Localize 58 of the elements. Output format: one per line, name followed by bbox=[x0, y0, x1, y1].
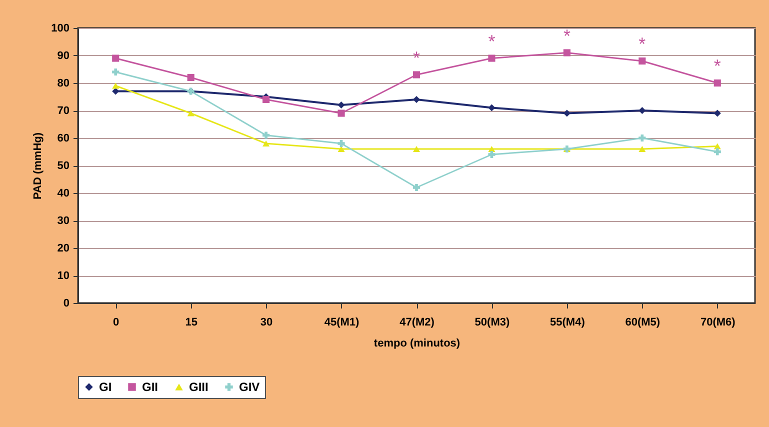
point bbox=[338, 101, 345, 109]
x-tick-label: 50(M3) bbox=[474, 316, 510, 328]
y-tick-label: 0 bbox=[63, 298, 70, 310]
x-tick-label: 30 bbox=[260, 316, 273, 328]
x-tick-label: 47(M2) bbox=[400, 316, 435, 328]
point bbox=[112, 82, 120, 89]
legend-label: GIV bbox=[239, 380, 260, 394]
point bbox=[563, 110, 570, 117]
point bbox=[714, 148, 721, 156]
y-tick-label: 80 bbox=[57, 78, 70, 90]
point bbox=[563, 49, 570, 56]
legend-label: GIII bbox=[189, 380, 208, 394]
point bbox=[488, 54, 496, 62]
point bbox=[338, 110, 345, 117]
y-tick-label: 50 bbox=[57, 160, 70, 172]
legend-label: GII bbox=[142, 380, 158, 394]
point bbox=[488, 150, 496, 158]
point bbox=[412, 184, 420, 192]
point bbox=[187, 110, 194, 116]
x-tick-label: 60(M5) bbox=[625, 316, 660, 328]
point bbox=[187, 74, 194, 82]
y-tick-label: 100 bbox=[51, 22, 70, 34]
annotation: * bbox=[638, 34, 646, 54]
annotation: * bbox=[563, 26, 570, 46]
point bbox=[412, 146, 420, 152]
point bbox=[112, 68, 120, 76]
y-tick-label: 10 bbox=[57, 270, 70, 282]
x-tick-label: 70(M6) bbox=[700, 316, 736, 328]
y-tick-label: 40 bbox=[57, 188, 70, 200]
point bbox=[638, 134, 646, 142]
point bbox=[262, 132, 270, 139]
point bbox=[638, 57, 646, 65]
annotation: * bbox=[714, 56, 721, 76]
y-tick-label: 20 bbox=[57, 242, 70, 254]
x-tick-label: 45(M1) bbox=[324, 316, 360, 328]
point bbox=[638, 146, 646, 152]
x-tick-label: 15 bbox=[185, 316, 198, 328]
annotation: * bbox=[488, 31, 496, 52]
x-tick-label: 55(M4) bbox=[550, 316, 586, 328]
point bbox=[412, 71, 420, 78]
y-axis-title: PAD (mmHg) bbox=[32, 132, 44, 200]
y-tick-label: 90 bbox=[57, 50, 70, 62]
point bbox=[112, 54, 120, 62]
point bbox=[714, 110, 721, 117]
legend-label: GI bbox=[99, 380, 112, 394]
point bbox=[488, 104, 496, 112]
point bbox=[262, 140, 270, 147]
x-axis-title: tempo (minutos) bbox=[374, 338, 460, 350]
point bbox=[714, 79, 721, 87]
point bbox=[262, 96, 270, 104]
point bbox=[412, 96, 420, 104]
x-tick-label: 0 bbox=[113, 316, 120, 328]
point bbox=[638, 106, 646, 114]
point bbox=[112, 88, 120, 95]
y-tick-label: 70 bbox=[57, 105, 70, 117]
point bbox=[338, 140, 345, 148]
y-tick-label: 30 bbox=[57, 215, 70, 227]
y-tick-label: 60 bbox=[57, 132, 70, 144]
